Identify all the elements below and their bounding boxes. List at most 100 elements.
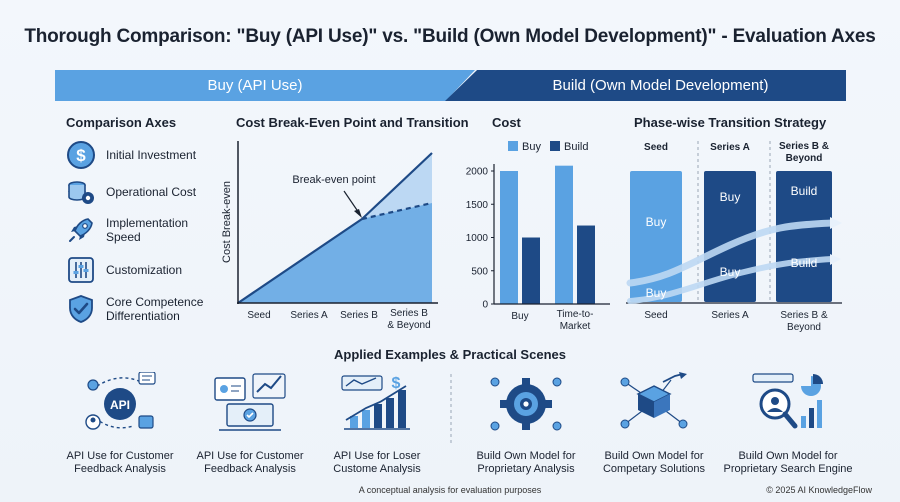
transition-arrowhead-lower [830, 254, 841, 265]
example-label-line: Custome Analysis [333, 463, 421, 475]
axis-label: Core Competence Differentiation [106, 295, 203, 323]
feedback-dashboard-icon [214, 373, 286, 431]
x-tick-beyond-line2: & Beyond [387, 320, 430, 331]
example-label-line: Build Own Model for [738, 450, 838, 462]
cost-category-ttm-line2: Market [560, 321, 591, 332]
example-label-1: API Use for Customer Feedback Analysis [50, 450, 190, 476]
cost-chart-heading: Cost [492, 115, 521, 130]
phase-col-beyond-line1: Series B & [779, 141, 829, 152]
series-b-build-low-label: Build [791, 256, 818, 270]
axis-label: Customization [106, 263, 183, 277]
axis-label-line: Core Competence [106, 295, 204, 309]
cost-category-buy: Buy [511, 311, 528, 322]
cost-y-tick-label: 2000 [466, 167, 489, 178]
example-label-line: API Use for Loser [333, 450, 421, 462]
build-banner: Build (Own Model Development) [445, 70, 846, 101]
phase-bottom-seed: Seed [644, 310, 667, 321]
axis-label-line: Speed [106, 230, 141, 244]
x-tick-seed: Seed [247, 310, 270, 321]
series-a-buy-low-label: Buy [720, 265, 741, 279]
axis-item-customization: Customization [66, 255, 182, 285]
phase-bottom-beyond-line2: Beyond [787, 322, 821, 333]
page-title: Thorough Comparison: "Buy (API Use)" vs.… [24, 26, 876, 47]
svg-text:$: $ [76, 146, 86, 165]
seed-buy-label: Buy [646, 215, 667, 229]
growth-chart-icon: $ [341, 375, 410, 430]
seed-buy-block [630, 171, 682, 302]
cost-bar-buy-1 [500, 171, 518, 304]
axes-heading: Comparison Axes [66, 115, 177, 130]
example-label-line: Proprietary Search Engine [723, 463, 853, 475]
x-tick-beyond-line1: Series B [390, 308, 428, 319]
cost-bar-buy-2 [555, 165, 573, 304]
axis-label: Operational Cost [106, 185, 197, 199]
sliders-icon [68, 257, 94, 283]
transition-band-lower [627, 256, 835, 304]
footer-note: A conceptual analysis for evaluation pur… [358, 485, 542, 495]
shield-check-icon [69, 295, 93, 323]
build-projection-line [361, 201, 433, 221]
example-label-line: Feedback Analysis [74, 463, 166, 475]
axis-item-operational-cost: Operational Cost [66, 177, 196, 207]
example-label-line: Build Own Model for [476, 450, 576, 462]
example-label-5: Build Own Model for Competary Solutions [584, 450, 724, 476]
annotation-arrowhead [354, 209, 362, 218]
example-label-line: Feedback Analysis [204, 463, 296, 475]
example-label-6: Build Own Model for Proprietary Search E… [718, 450, 858, 476]
axis-item-implementation-speed: Implementation Speed [66, 215, 188, 245]
api-badge-text: API [110, 398, 130, 412]
cost-category-ttm-line1: Time-to- [557, 309, 594, 320]
example-label-line: Proprietary Analysis [477, 463, 575, 475]
axis-item-initial-investment: $ Initial Investment [66, 140, 196, 170]
example-label-line: Competary Solutions [602, 463, 706, 475]
buy-cost-line [361, 152, 433, 220]
transition-band-upper [626, 219, 836, 287]
breakeven-chart: Cost Break-even Break-even point Seed Se… [221, 141, 438, 331]
series-a-buy-label: Buy [720, 190, 741, 204]
annotation-arrow [343, 190, 360, 214]
y-axis-label: Cost Break-even [221, 181, 233, 263]
legend-label-build: Build [564, 141, 588, 153]
example-label-4: Build Own Model for Proprietary Analysis [456, 450, 596, 476]
api-network-icon: API [85, 372, 156, 430]
dollar-coin-icon: $ [67, 141, 95, 169]
example-label-line: Build Own Model for [604, 450, 704, 462]
rocket-icon [69, 218, 93, 242]
breakeven-heading: Cost Break-Even Point and Transition [236, 115, 469, 130]
x-tick-series-a: Series A [290, 310, 328, 321]
phase-heading: Phase-wise Transition Strategy [634, 115, 827, 130]
example-label-line: API Use for Customer [66, 450, 174, 462]
gear-network-icon [490, 377, 562, 431]
phase-col-beyond-line2: Beyond [786, 153, 823, 164]
legend-label-buy: Buy [522, 141, 541, 153]
axis-label: Implementation Speed [106, 216, 188, 244]
example-label-2: API Use for Customer Feedback Analysis [180, 450, 320, 476]
example-label-3: API Use for Loser Custome Analysis [307, 450, 447, 476]
svg-text:$: $ [392, 375, 401, 392]
cost-y-tick-label: 500 [471, 266, 488, 277]
axis-label: Initial Investment [106, 148, 197, 162]
legend-swatch-build [550, 141, 560, 151]
x-tick-series-b: Series B [340, 310, 378, 321]
phase-strategy-diagram: Seed Series A Series B & Beyond Buy Buy … [626, 141, 842, 333]
legend-swatch-buy [508, 141, 518, 151]
series-b-block [776, 171, 832, 302]
cost-y-tick-label: 1500 [466, 200, 489, 211]
footer-copyright: © 2025 AI KnowledgeFlow [766, 485, 872, 495]
phase-col-seed: Seed [644, 142, 668, 153]
cost-y-tick-label: 0 [482, 300, 488, 311]
axis-item-core-competence: Core Competence Differentiation [66, 294, 203, 324]
cube-network-icon [620, 372, 688, 429]
breakeven-annotation: Break-even point [292, 174, 375, 186]
phase-bottom-beyond-line1: Series B & [780, 310, 828, 321]
cost-bar-build-1 [522, 237, 540, 304]
phase-bottom-series-a: Series A [711, 310, 749, 321]
axis-label-line: Implementation [106, 216, 189, 230]
search-engine-icon [752, 373, 823, 429]
examples-heading: Applied Examples & Practical Scenes [334, 347, 566, 362]
build-cost-line [237, 218, 363, 304]
examples-divider [450, 374, 452, 446]
phase-col-series-a: Series A [710, 142, 750, 153]
coins-gear-icon [68, 181, 94, 204]
